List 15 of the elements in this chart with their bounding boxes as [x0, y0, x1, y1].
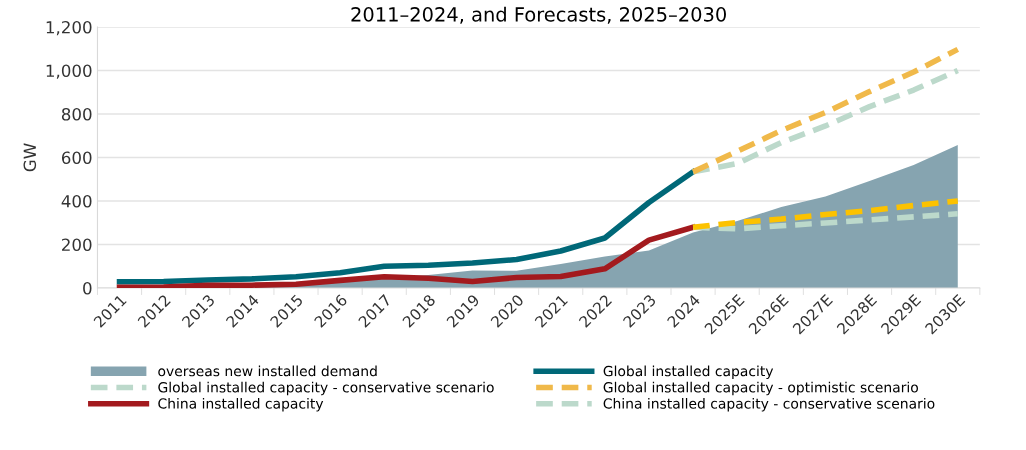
y-tick-label: 800: [61, 107, 92, 121]
y-axis-title: GW: [23, 143, 37, 172]
legend-label: Global installed capacity - optimistic scenario: [603, 381, 918, 396]
y-tick-label: 0: [83, 281, 92, 295]
y-tick-label: 1,200: [46, 20, 92, 36]
y-tick-label: 600: [61, 151, 92, 165]
y-tick-label: 400: [61, 194, 92, 208]
legend-label: China installed capacity: [158, 397, 324, 412]
y-tick-label: 1,000: [46, 64, 92, 79]
legend-label: China installed capacity - conservative scenario: [603, 397, 935, 412]
y-tick-label: 200: [62, 238, 92, 252]
legend-label: overseas new installed demand: [158, 365, 377, 377]
chart-title: 2011–2024, and Forecasts, 2025–2030: [351, 6, 726, 24]
legend-label: Global installed capacity - conservative scenario: [158, 381, 494, 396]
legend-label: Global installed capacity: [603, 365, 774, 379]
